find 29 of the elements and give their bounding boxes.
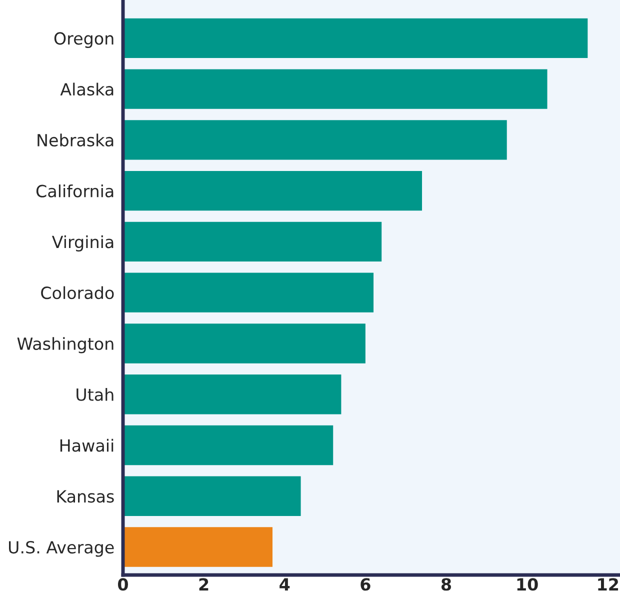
bar [123, 527, 273, 567]
y-tick-label: U.S. Average [9, 540, 114, 557]
y-tick-label: Utah [76, 388, 114, 401]
x-tick-label: 12 [598, 578, 618, 590]
bar [123, 374, 342, 414]
y-tick-label: Nebraska [38, 134, 114, 147]
y-tick-label: Virginia [52, 235, 114, 252]
bar [123, 476, 301, 516]
bar [123, 69, 548, 109]
y-tick-label: Colorado [41, 286, 114, 300]
y-tick-label: Oregon [54, 32, 114, 48]
x-tick-label: 6 [360, 578, 370, 591]
bar [123, 120, 507, 160]
bar [123, 324, 366, 364]
x-tick-label: 4 [280, 578, 290, 590]
x-tick-label: 2 [199, 578, 208, 590]
bar [123, 222, 382, 262]
y-tick-label: Washington [17, 337, 114, 354]
y-tick-label: Hawaii [60, 438, 114, 452]
bar [123, 425, 334, 466]
x-tick-label: 0 [118, 578, 128, 591]
x-tick-label: 8 [441, 578, 452, 591]
x-tick-label: 10 [517, 578, 538, 591]
y-tick-label: Alaska [60, 82, 114, 96]
bar [123, 272, 374, 312]
y-tick-label: Kansas [57, 490, 114, 503]
y-tick-label: California [36, 184, 114, 198]
bar [123, 170, 422, 211]
bar [123, 18, 588, 58]
